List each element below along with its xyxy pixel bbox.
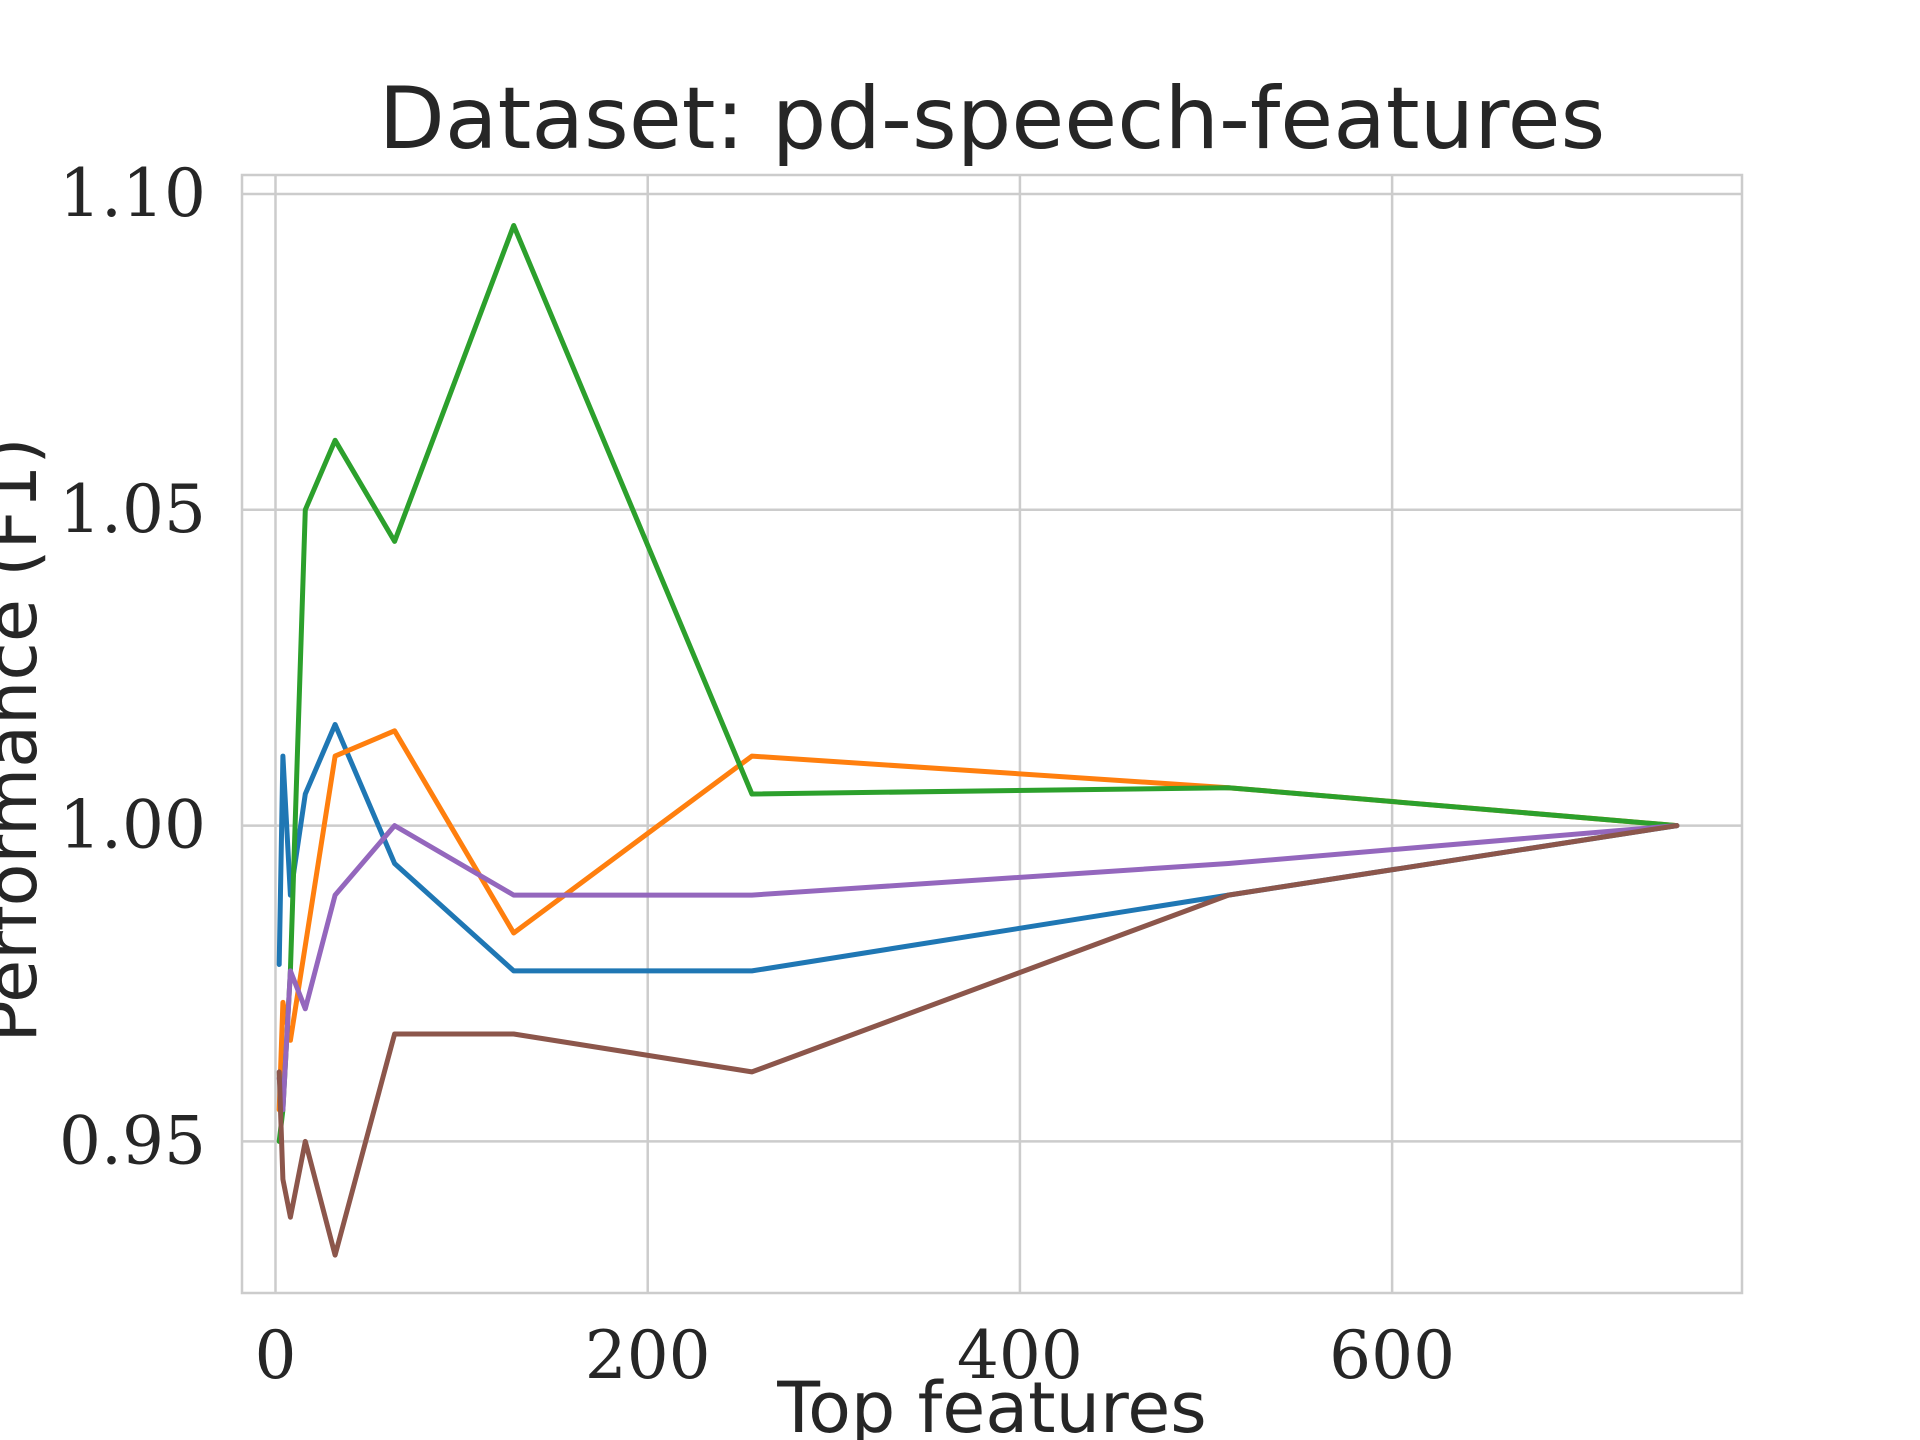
x-tick-label: 600 — [1329, 1317, 1455, 1394]
x-axis-label: Top features — [776, 1367, 1207, 1440]
y-axis-label: Performance (F1) — [0, 437, 53, 1042]
series-line-5 — [276, 823, 1680, 1258]
series-line-3 — [276, 223, 1680, 1144]
tick-labels: 0 200 400 600 0.95 1.00 1.05 1.10 — [59, 155, 1455, 1394]
y-tick-label: 1.10 — [59, 155, 206, 232]
y-tick-label: 1.05 — [59, 471, 206, 548]
series-layer — [276, 223, 1680, 1258]
x-tick-label: 0 — [254, 1317, 296, 1394]
series-line-2 — [276, 728, 1680, 1113]
series-line-4 — [276, 823, 1680, 1113]
grid-lines — [242, 175, 1742, 1293]
series-line-1 — [276, 722, 1680, 974]
chart-title: Dataset: pd-speech-features — [379, 69, 1606, 169]
y-tick-label: 1.00 — [59, 787, 206, 864]
x-tick-label: 400 — [957, 1317, 1083, 1394]
plot-frame — [240, 173, 1744, 1295]
x-tick-label: 200 — [585, 1317, 711, 1394]
y-tick-label: 0.95 — [59, 1102, 206, 1179]
